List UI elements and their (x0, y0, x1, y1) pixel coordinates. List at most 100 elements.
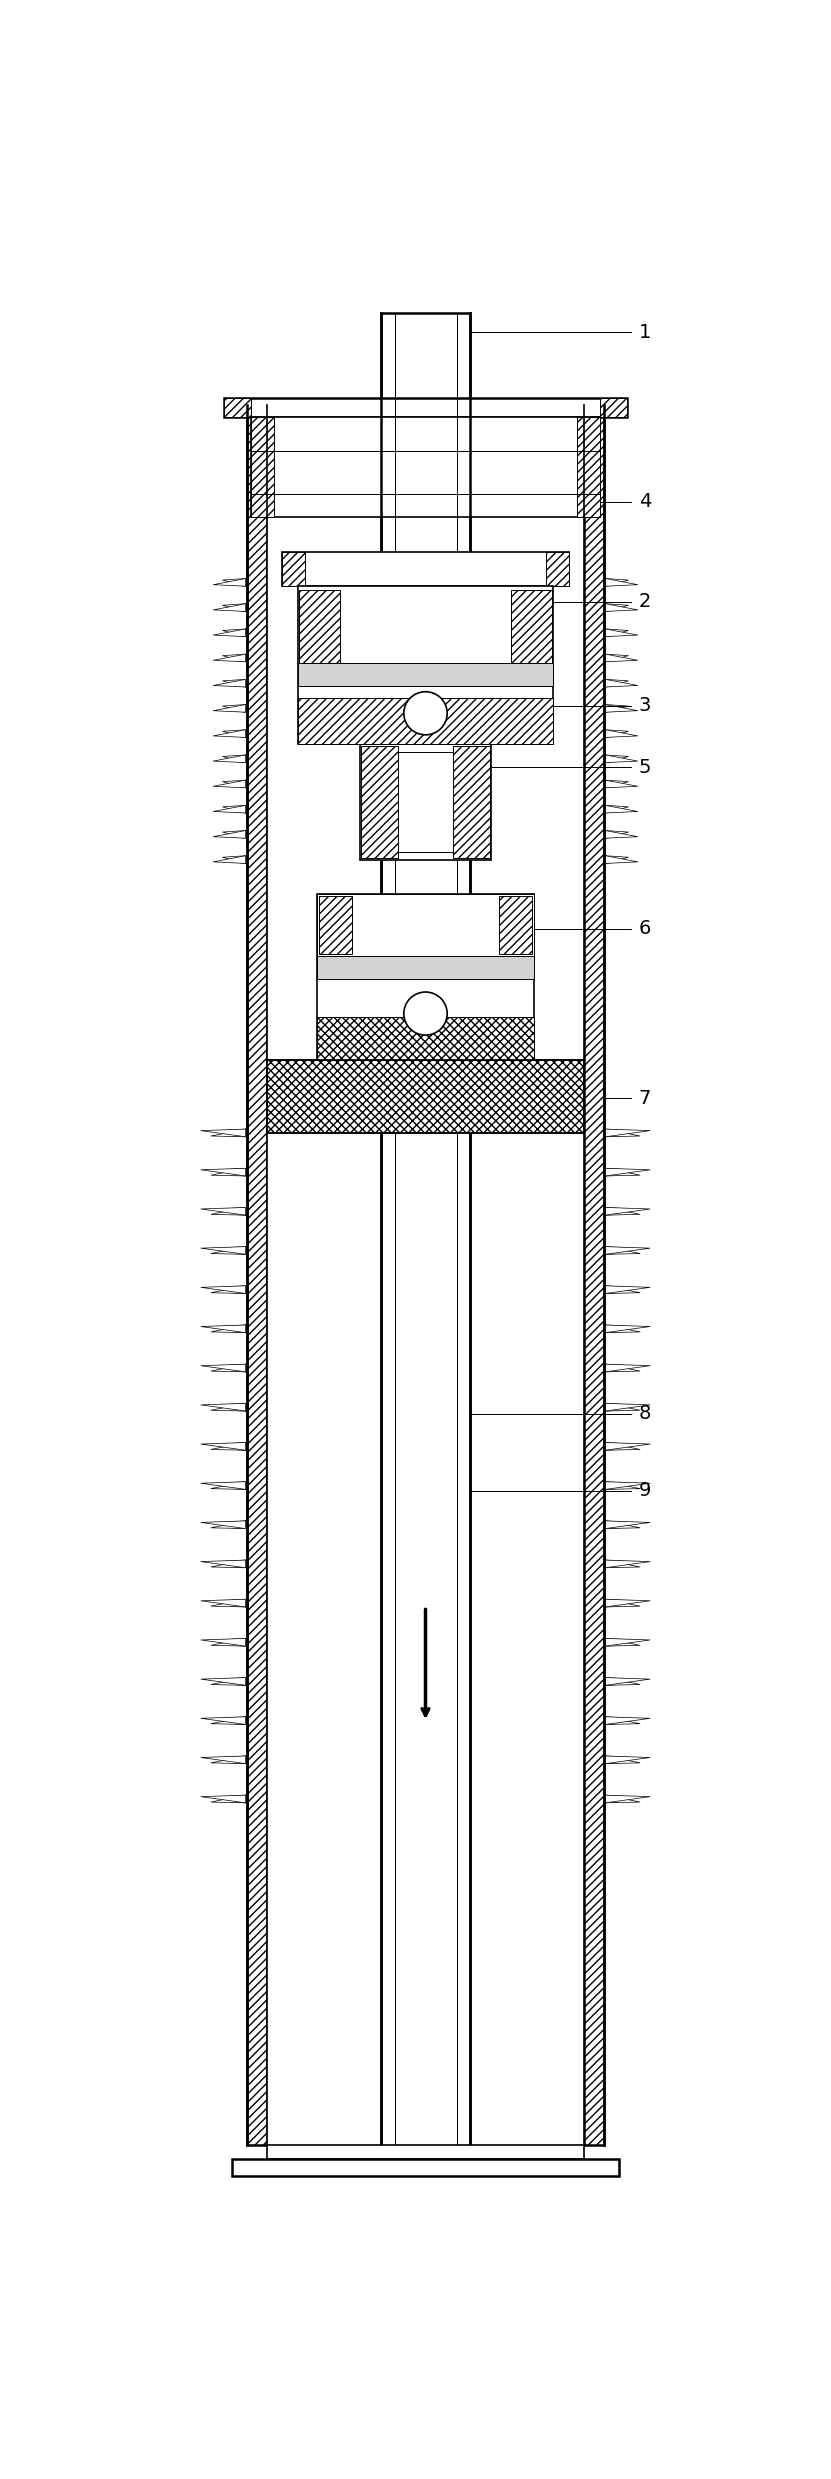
Bar (267, 1061, 584, 1133)
Bar (499, 895, 533, 954)
Polygon shape (241, 1599, 246, 1606)
Polygon shape (605, 1639, 640, 1646)
Polygon shape (605, 1639, 650, 1646)
Bar (584, 404, 604, 2144)
Polygon shape (605, 781, 619, 788)
Polygon shape (231, 1482, 246, 1490)
Polygon shape (605, 1403, 650, 1411)
Polygon shape (232, 830, 246, 838)
Polygon shape (241, 729, 246, 736)
Bar (267, 404, 381, 2144)
Polygon shape (241, 1522, 246, 1530)
Polygon shape (211, 1599, 246, 1606)
Polygon shape (605, 704, 619, 711)
Polygon shape (231, 1168, 246, 1175)
Polygon shape (605, 1247, 610, 1254)
Polygon shape (605, 1247, 650, 1254)
Polygon shape (241, 1718, 246, 1725)
Polygon shape (241, 1795, 246, 1802)
Polygon shape (605, 605, 619, 612)
Polygon shape (241, 1443, 246, 1450)
Polygon shape (221, 1324, 246, 1334)
Polygon shape (605, 1363, 650, 1371)
Bar (232, 2159, 619, 2177)
Polygon shape (605, 1168, 620, 1175)
Bar (577, 416, 600, 518)
Polygon shape (605, 1128, 610, 1138)
Polygon shape (605, 806, 628, 813)
Polygon shape (213, 605, 246, 612)
Polygon shape (605, 679, 619, 687)
Polygon shape (605, 830, 638, 838)
Polygon shape (605, 1795, 640, 1802)
Polygon shape (223, 806, 246, 813)
Polygon shape (605, 1755, 610, 1763)
Bar (224, 397, 627, 416)
Polygon shape (201, 1363, 246, 1371)
Polygon shape (211, 1482, 246, 1490)
Polygon shape (605, 1522, 620, 1530)
Polygon shape (605, 679, 610, 687)
Polygon shape (241, 578, 246, 585)
Polygon shape (605, 806, 638, 813)
Polygon shape (241, 830, 246, 838)
Polygon shape (232, 781, 246, 788)
Polygon shape (201, 1718, 246, 1725)
Polygon shape (605, 1678, 610, 1686)
Polygon shape (201, 1482, 246, 1490)
Polygon shape (241, 806, 246, 813)
Polygon shape (605, 704, 610, 711)
Bar (224, 397, 251, 416)
Polygon shape (221, 1718, 246, 1725)
Polygon shape (605, 1443, 640, 1450)
Polygon shape (231, 1403, 246, 1411)
Polygon shape (605, 1363, 630, 1371)
Polygon shape (232, 756, 246, 764)
Polygon shape (241, 1482, 246, 1490)
Polygon shape (221, 1287, 246, 1294)
Polygon shape (605, 756, 619, 764)
Text: 7: 7 (639, 1088, 651, 1108)
Polygon shape (605, 605, 610, 612)
Polygon shape (201, 1678, 246, 1686)
Polygon shape (213, 654, 246, 662)
Polygon shape (605, 1247, 620, 1254)
Bar (361, 746, 398, 858)
Polygon shape (211, 1795, 246, 1802)
Bar (360, 744, 491, 860)
Polygon shape (201, 1247, 246, 1254)
Polygon shape (605, 1324, 650, 1334)
Polygon shape (201, 1324, 246, 1334)
Polygon shape (605, 1207, 650, 1215)
Polygon shape (605, 855, 619, 863)
Polygon shape (605, 1168, 640, 1175)
Text: 8: 8 (639, 1406, 651, 1423)
Polygon shape (221, 1168, 246, 1175)
Polygon shape (241, 1403, 246, 1411)
Polygon shape (232, 578, 246, 585)
Polygon shape (223, 855, 246, 863)
Polygon shape (605, 578, 619, 585)
Polygon shape (221, 1363, 246, 1371)
Polygon shape (221, 1559, 246, 1567)
Bar (283, 553, 305, 585)
Polygon shape (605, 1403, 640, 1411)
Polygon shape (223, 781, 246, 788)
Polygon shape (241, 704, 246, 711)
Polygon shape (605, 1324, 610, 1334)
Polygon shape (605, 1128, 630, 1138)
Polygon shape (605, 1363, 620, 1371)
Polygon shape (241, 855, 246, 863)
Polygon shape (223, 654, 246, 662)
Polygon shape (605, 1287, 620, 1294)
Polygon shape (605, 1795, 650, 1802)
Polygon shape (605, 654, 638, 662)
Polygon shape (232, 729, 246, 736)
Polygon shape (605, 1128, 650, 1138)
Polygon shape (605, 1443, 650, 1450)
Polygon shape (211, 1403, 246, 1411)
Polygon shape (605, 1718, 620, 1725)
Polygon shape (605, 1324, 620, 1334)
Polygon shape (241, 1207, 246, 1215)
Polygon shape (605, 1324, 640, 1334)
